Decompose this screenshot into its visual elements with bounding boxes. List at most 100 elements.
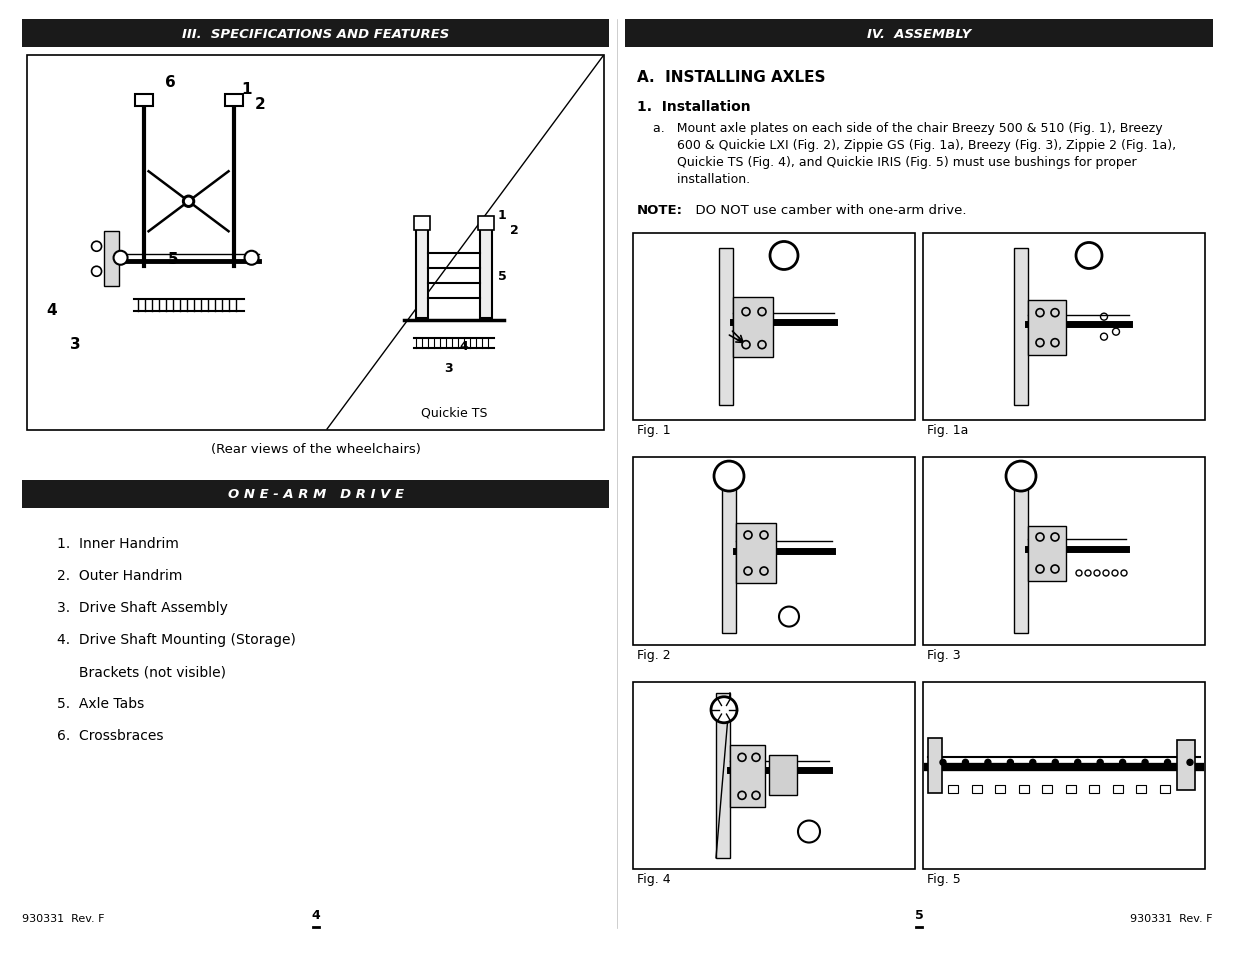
Text: Fig. 1: Fig. 1 — [637, 424, 671, 436]
Text: 600 & Quickie LXI (Fig. 2), Zippie GS (Fig. 1a), Breezy (Fig. 3), Zippie 2 (Fig.: 600 & Quickie LXI (Fig. 2), Zippie GS (F… — [653, 139, 1176, 152]
Bar — [22, 480, 609, 509]
Circle shape — [1030, 760, 1036, 765]
Text: 930331  Rev. F: 930331 Rev. F — [22, 913, 105, 923]
Text: 4.  Drive Shaft Mounting (Storage): 4. Drive Shaft Mounting (Storage) — [57, 633, 296, 646]
Text: Fig. 4: Fig. 4 — [637, 872, 671, 885]
Circle shape — [1074, 760, 1081, 765]
Circle shape — [183, 196, 195, 208]
Bar — [719, 249, 734, 406]
Circle shape — [962, 760, 968, 765]
Circle shape — [91, 242, 101, 252]
Circle shape — [984, 760, 990, 765]
Bar — [927, 739, 942, 794]
Text: 930331  Rev. F: 930331 Rev. F — [1130, 913, 1213, 923]
Circle shape — [714, 461, 743, 492]
Bar — [1014, 469, 1028, 634]
Text: 4: 4 — [47, 302, 57, 317]
Bar — [736, 523, 776, 583]
Text: 4: 4 — [459, 339, 468, 353]
Text: Quickie TS: Quickie TS — [421, 406, 488, 418]
Text: Quickie TS (Fig. 4), and Quickie IRIS (Fig. 5) must use bushings for proper: Quickie TS (Fig. 4), and Quickie IRIS (F… — [653, 156, 1136, 169]
Circle shape — [779, 607, 799, 627]
Bar — [1042, 785, 1052, 794]
Bar — [730, 745, 764, 807]
Text: III.  SPECIFICATIONS AND FEATURES: III. SPECIFICATIONS AND FEATURES — [182, 28, 450, 40]
Text: a.   Mount axle plates on each side of the chair Breezy 500 & 510 (Fig. 1), Bree: a. Mount axle plates on each side of the… — [653, 122, 1162, 135]
Circle shape — [1076, 243, 1102, 269]
Text: 2: 2 — [256, 96, 266, 112]
Text: IV.  ASSEMBLY: IV. ASSEMBLY — [867, 28, 971, 40]
Bar — [1019, 785, 1029, 794]
Bar — [1113, 785, 1123, 794]
Text: 6: 6 — [165, 74, 175, 90]
Text: NOTE:: NOTE: — [637, 204, 683, 216]
Text: 2: 2 — [510, 224, 519, 236]
Bar — [1028, 300, 1066, 355]
Text: Fig. 5: Fig. 5 — [927, 872, 961, 885]
Bar — [634, 233, 915, 421]
Bar — [769, 756, 797, 796]
Bar — [416, 229, 429, 318]
Circle shape — [1052, 760, 1058, 765]
Circle shape — [1165, 760, 1171, 765]
Text: 5: 5 — [915, 908, 924, 921]
Text: Fig. 1a: Fig. 1a — [927, 424, 968, 436]
Bar — [104, 232, 119, 287]
Text: 5: 5 — [498, 270, 506, 283]
Text: Fig. 2: Fig. 2 — [637, 648, 671, 661]
Bar — [634, 682, 915, 869]
Bar — [1028, 526, 1066, 581]
Text: Fig. 3: Fig. 3 — [927, 648, 961, 661]
Bar — [1014, 249, 1028, 406]
Bar — [995, 785, 1005, 794]
Text: 3: 3 — [445, 361, 453, 375]
Bar — [27, 56, 604, 431]
Bar — [923, 457, 1205, 645]
Bar — [1160, 785, 1170, 794]
Bar — [722, 469, 736, 634]
Text: Brackets (not visible): Brackets (not visible) — [57, 664, 226, 679]
Text: 5: 5 — [168, 252, 179, 267]
Bar — [716, 693, 730, 858]
Bar — [923, 233, 1205, 421]
Bar — [923, 682, 1205, 869]
Circle shape — [1097, 760, 1103, 765]
Bar — [1089, 785, 1099, 794]
Circle shape — [1007, 461, 1036, 492]
Circle shape — [114, 252, 127, 266]
Circle shape — [1187, 760, 1193, 765]
Bar — [634, 457, 915, 645]
Circle shape — [940, 760, 946, 765]
Bar — [1066, 785, 1076, 794]
Bar — [22, 20, 609, 48]
Circle shape — [798, 821, 820, 842]
Text: (Rear views of the wheelchairs): (Rear views of the wheelchairs) — [210, 442, 420, 456]
Text: 2.  Outer Handrim: 2. Outer Handrim — [57, 568, 183, 582]
Text: 6.  Crossbraces: 6. Crossbraces — [57, 728, 163, 742]
Text: A.  INSTALLING AXLES: A. INSTALLING AXLES — [637, 70, 825, 85]
Bar — [625, 20, 1213, 48]
Bar — [478, 216, 494, 231]
Circle shape — [91, 267, 101, 277]
Text: O N E - A R M   D R I V E: O N E - A R M D R I V E — [227, 488, 404, 501]
Bar — [135, 95, 153, 107]
Bar — [1136, 785, 1146, 794]
Circle shape — [1120, 760, 1125, 765]
Circle shape — [769, 242, 798, 271]
Text: installation.: installation. — [653, 172, 750, 186]
Text: DO NOT use camber with one-arm drive.: DO NOT use camber with one-arm drive. — [687, 204, 967, 216]
Bar — [948, 785, 958, 794]
Text: 1.  Inner Handrim: 1. Inner Handrim — [57, 537, 179, 551]
Circle shape — [245, 252, 258, 266]
Text: 1: 1 — [498, 209, 506, 222]
Text: 4: 4 — [311, 908, 320, 921]
Circle shape — [185, 199, 191, 205]
Bar — [480, 229, 492, 318]
Bar — [225, 95, 242, 107]
Circle shape — [1008, 760, 1014, 765]
Circle shape — [711, 697, 737, 723]
Text: 3.  Drive Shaft Assembly: 3. Drive Shaft Assembly — [57, 600, 228, 615]
Text: 1: 1 — [241, 82, 252, 96]
Text: 1.  Installation: 1. Installation — [637, 100, 751, 113]
Bar — [414, 216, 430, 231]
